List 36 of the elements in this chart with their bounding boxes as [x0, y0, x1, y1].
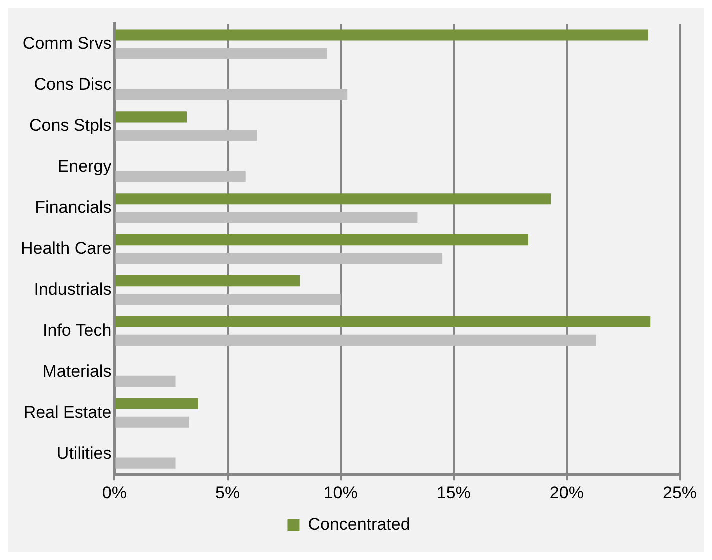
bar: [116, 89, 348, 100]
bar: [116, 294, 341, 306]
x-tick-label: 0%: [102, 483, 127, 502]
bar: [116, 112, 188, 123]
y-tick-label: Industrials: [34, 280, 112, 299]
bar: [116, 276, 300, 287]
y-tick-label: Cons Stpls: [30, 116, 112, 136]
bar: [116, 376, 176, 387]
bar: [116, 316, 651, 328]
x-tick-label: 15%: [436, 483, 471, 502]
y-tick-label: Energy: [58, 157, 112, 176]
legend-label: Concentrated: [308, 515, 410, 534]
y-tick-label: Financials: [35, 198, 112, 218]
bar: [116, 458, 176, 469]
bar: [116, 171, 246, 182]
x-tick-label: 5%: [215, 483, 240, 502]
bar: [116, 234, 529, 246]
bar: [116, 130, 258, 142]
bar: [116, 48, 328, 60]
y-tick-label: Materials: [42, 362, 112, 381]
y-tick-label: Real Estate: [24, 402, 112, 422]
bar: [116, 194, 552, 205]
bar: [116, 30, 648, 41]
y-tick-label: Info Tech: [43, 320, 112, 340]
bar: [116, 398, 198, 410]
y-tick-label: Utilities: [56, 444, 112, 463]
y-tick-label: Health Care: [20, 238, 112, 258]
y-tick-label: Cons Disc: [34, 75, 112, 94]
bar: [116, 334, 596, 346]
x-tick-label: 10%: [324, 483, 358, 502]
bar: [116, 212, 418, 224]
bar: [116, 416, 190, 428]
y-tick-label: Comm Srvs: [22, 34, 112, 54]
bar: [116, 252, 443, 264]
x-tick-label: 25%: [662, 483, 698, 502]
x-tick-label: 20%: [550, 483, 584, 502]
